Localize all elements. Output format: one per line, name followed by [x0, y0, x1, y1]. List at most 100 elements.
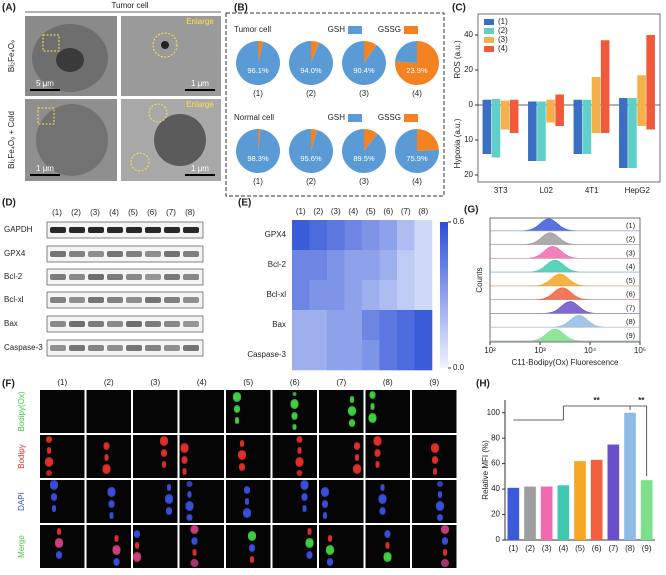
- micrograph: [40, 390, 85, 433]
- micrograph: [179, 435, 224, 478]
- scale-label: 1 μm: [36, 164, 54, 173]
- pie-slice: [311, 41, 320, 63]
- row-label: Bi₂Fe₄O₉ + Cold: [7, 111, 16, 169]
- bar: [540, 486, 553, 540]
- blot-band: [145, 274, 161, 280]
- category-label: (9): [626, 331, 636, 340]
- bar: [491, 105, 501, 158]
- blot-band: [107, 274, 123, 280]
- heat-cell: [362, 340, 380, 371]
- heat-cell: [414, 250, 433, 281]
- blot-strip: [46, 268, 204, 286]
- ridge: [490, 232, 640, 245]
- column-label: (2): [313, 207, 323, 216]
- value-label: 96.1%: [247, 66, 269, 75]
- heat-cell: [397, 310, 415, 341]
- ridge: [490, 273, 640, 287]
- x-tick-label: 10⁵: [634, 346, 646, 355]
- blot-band: [145, 227, 161, 233]
- cell: [322, 500, 328, 506]
- legend-label: GSSG: [378, 113, 401, 122]
- pie-slice: [395, 41, 417, 63]
- blot-band: [50, 227, 66, 233]
- legend-swatch: [484, 37, 494, 43]
- micrograph: [226, 525, 271, 568]
- blot-band: [88, 227, 104, 233]
- cell: [46, 470, 52, 476]
- micrograph: [365, 435, 410, 478]
- x-tick-label: (1): [508, 544, 518, 553]
- blot-band: [50, 321, 66, 327]
- cell: [191, 537, 198, 543]
- value-label: 90.4%: [353, 66, 375, 75]
- cell: [323, 512, 327, 516]
- cell: [296, 436, 303, 442]
- bar: [509, 99, 519, 105]
- cell: [431, 443, 439, 451]
- cell: [239, 463, 245, 469]
- category-label: (7): [626, 303, 636, 312]
- blot-band: [164, 251, 180, 257]
- blot-band: [126, 321, 142, 327]
- blot-band: [88, 321, 104, 327]
- micrograph: [179, 525, 224, 568]
- bar: [607, 444, 620, 540]
- bar: [624, 412, 636, 540]
- heat-cell: [344, 280, 363, 311]
- pie-slice: [289, 129, 333, 173]
- blot-band: [164, 321, 180, 327]
- ridge: [490, 218, 640, 232]
- bar: [628, 98, 637, 105]
- bar: [500, 105, 510, 130]
- column-label: (4): [348, 207, 358, 216]
- blot-band: [107, 251, 123, 257]
- lane-label: (6): [147, 208, 157, 217]
- bar: [491, 98, 501, 105]
- legend-label: GSH: [328, 113, 346, 122]
- pie-slice: [258, 41, 264, 63]
- cell: [182, 468, 187, 472]
- cell: [238, 450, 246, 458]
- legend-swatch: [484, 46, 494, 52]
- y-axis-label: ROS (a.u.): [453, 40, 462, 79]
- cell: [442, 537, 448, 543]
- cell: [108, 500, 115, 506]
- y-tick-label: 60: [491, 459, 500, 468]
- cell: [186, 514, 193, 520]
- protein-label: Bcl-xl: [4, 295, 24, 304]
- bar: [637, 105, 646, 126]
- column-label: (6): [290, 378, 300, 387]
- micrograph: [133, 525, 178, 568]
- blot-band: [107, 227, 123, 233]
- pie-slice: [342, 41, 387, 86]
- cell: [167, 484, 171, 488]
- y-tick-label: 80: [491, 433, 500, 442]
- cell: [180, 443, 189, 451]
- blot-strip: [46, 245, 204, 263]
- row-label: GPX4: [265, 230, 287, 239]
- blot-band: [69, 345, 85, 351]
- ridge: [490, 259, 640, 273]
- x-tick-label: (7): [608, 544, 618, 553]
- scale-label: 5 μm: [36, 79, 54, 88]
- bar: [640, 480, 653, 540]
- micrograph: [319, 390, 364, 433]
- panel-label: (H): [476, 379, 490, 390]
- category-label: (2): [626, 235, 636, 244]
- micrograph: [133, 435, 178, 478]
- value-label: 23.9%: [406, 66, 428, 75]
- cell: [441, 559, 449, 567]
- cell: [369, 391, 376, 397]
- cell: [109, 512, 114, 516]
- cell: [307, 528, 312, 532]
- bar: [591, 77, 601, 105]
- pie-slice: [311, 129, 318, 151]
- cell: [349, 419, 355, 425]
- column-label: (3): [331, 207, 341, 216]
- category-label: (5): [626, 276, 636, 285]
- category-label: (6): [626, 290, 636, 299]
- value-label: 98.3%: [247, 154, 269, 163]
- protein-label: Caspase-3: [4, 343, 43, 352]
- y-tick-label: 0: [469, 100, 474, 109]
- cell: [190, 559, 199, 567]
